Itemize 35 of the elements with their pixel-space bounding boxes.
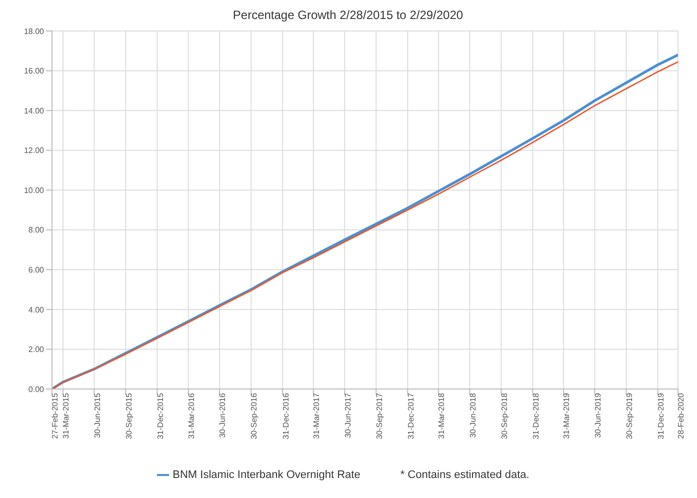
x-tick-label: 31-Dec-2016 bbox=[281, 392, 290, 440]
x-tick-label: 30-Sep-2018 bbox=[500, 392, 509, 440]
y-tick-label: 18.00 bbox=[24, 26, 45, 36]
x-tick-label: 30-Jun-2017 bbox=[343, 392, 352, 438]
x-tick-label: 30-Jun-2019 bbox=[593, 392, 602, 438]
text: * Contains estimated data. bbox=[400, 469, 530, 481]
x-tick-label: 30-Jun-2018 bbox=[468, 392, 478, 438]
x-tick-label: 31-Dec-2018 bbox=[531, 392, 540, 440]
y-tick-label: 16.00 bbox=[24, 66, 45, 76]
x-tick-label: 30-Sep-2016 bbox=[250, 392, 259, 440]
y-tick-label: 4.00 bbox=[28, 305, 45, 314]
x-tick-label: 31-Mar-2018 bbox=[437, 392, 446, 439]
x-tick-label: 31-Mar-2017 bbox=[312, 392, 322, 439]
x-tick-label: 31-Dec-2019 bbox=[656, 392, 666, 440]
y-tick-label: 10.00 bbox=[24, 186, 45, 195]
chart-title: Percentage Growth 2/28/2015 to 2/29/2020 bbox=[232, 8, 464, 22]
y-tick-label: 6.00 bbox=[28, 266, 45, 275]
y-tick-label: 12.00 bbox=[24, 146, 45, 156]
x-tick-label: 31-Mar-2015 bbox=[62, 392, 71, 439]
legend-label: BNM Islamic Interbank Overnight Rate bbox=[172, 469, 360, 481]
y-tick-label: 0.00 bbox=[28, 384, 45, 394]
x-tick-label: 28-Feb-2020 bbox=[676, 392, 686, 439]
x-tick-label: 31-Dec-2017 bbox=[406, 392, 416, 440]
x-tick-label: 30-Sep-2019 bbox=[624, 392, 634, 440]
x-tick-label: 27-Feb-2015 bbox=[50, 392, 60, 439]
y-tick-label: 14.00 bbox=[24, 106, 45, 116]
x-tick-label: 30-Jun-2016 bbox=[218, 392, 228, 438]
x-tick-label: 30-Sep-2017 bbox=[374, 392, 384, 440]
x-tick-label: 31-Mar-2016 bbox=[187, 392, 196, 439]
x-tick-label: 30-Jun-2015 bbox=[92, 392, 102, 438]
y-tick-label: 2.00 bbox=[28, 345, 45, 354]
y-tick-label: 8.00 bbox=[28, 226, 45, 235]
x-tick-label: 31-Mar-2019 bbox=[562, 392, 572, 439]
x-tick-label: 31-Dec-2015 bbox=[156, 392, 165, 440]
x-tick-label: 30-Sep-2015 bbox=[124, 392, 134, 440]
